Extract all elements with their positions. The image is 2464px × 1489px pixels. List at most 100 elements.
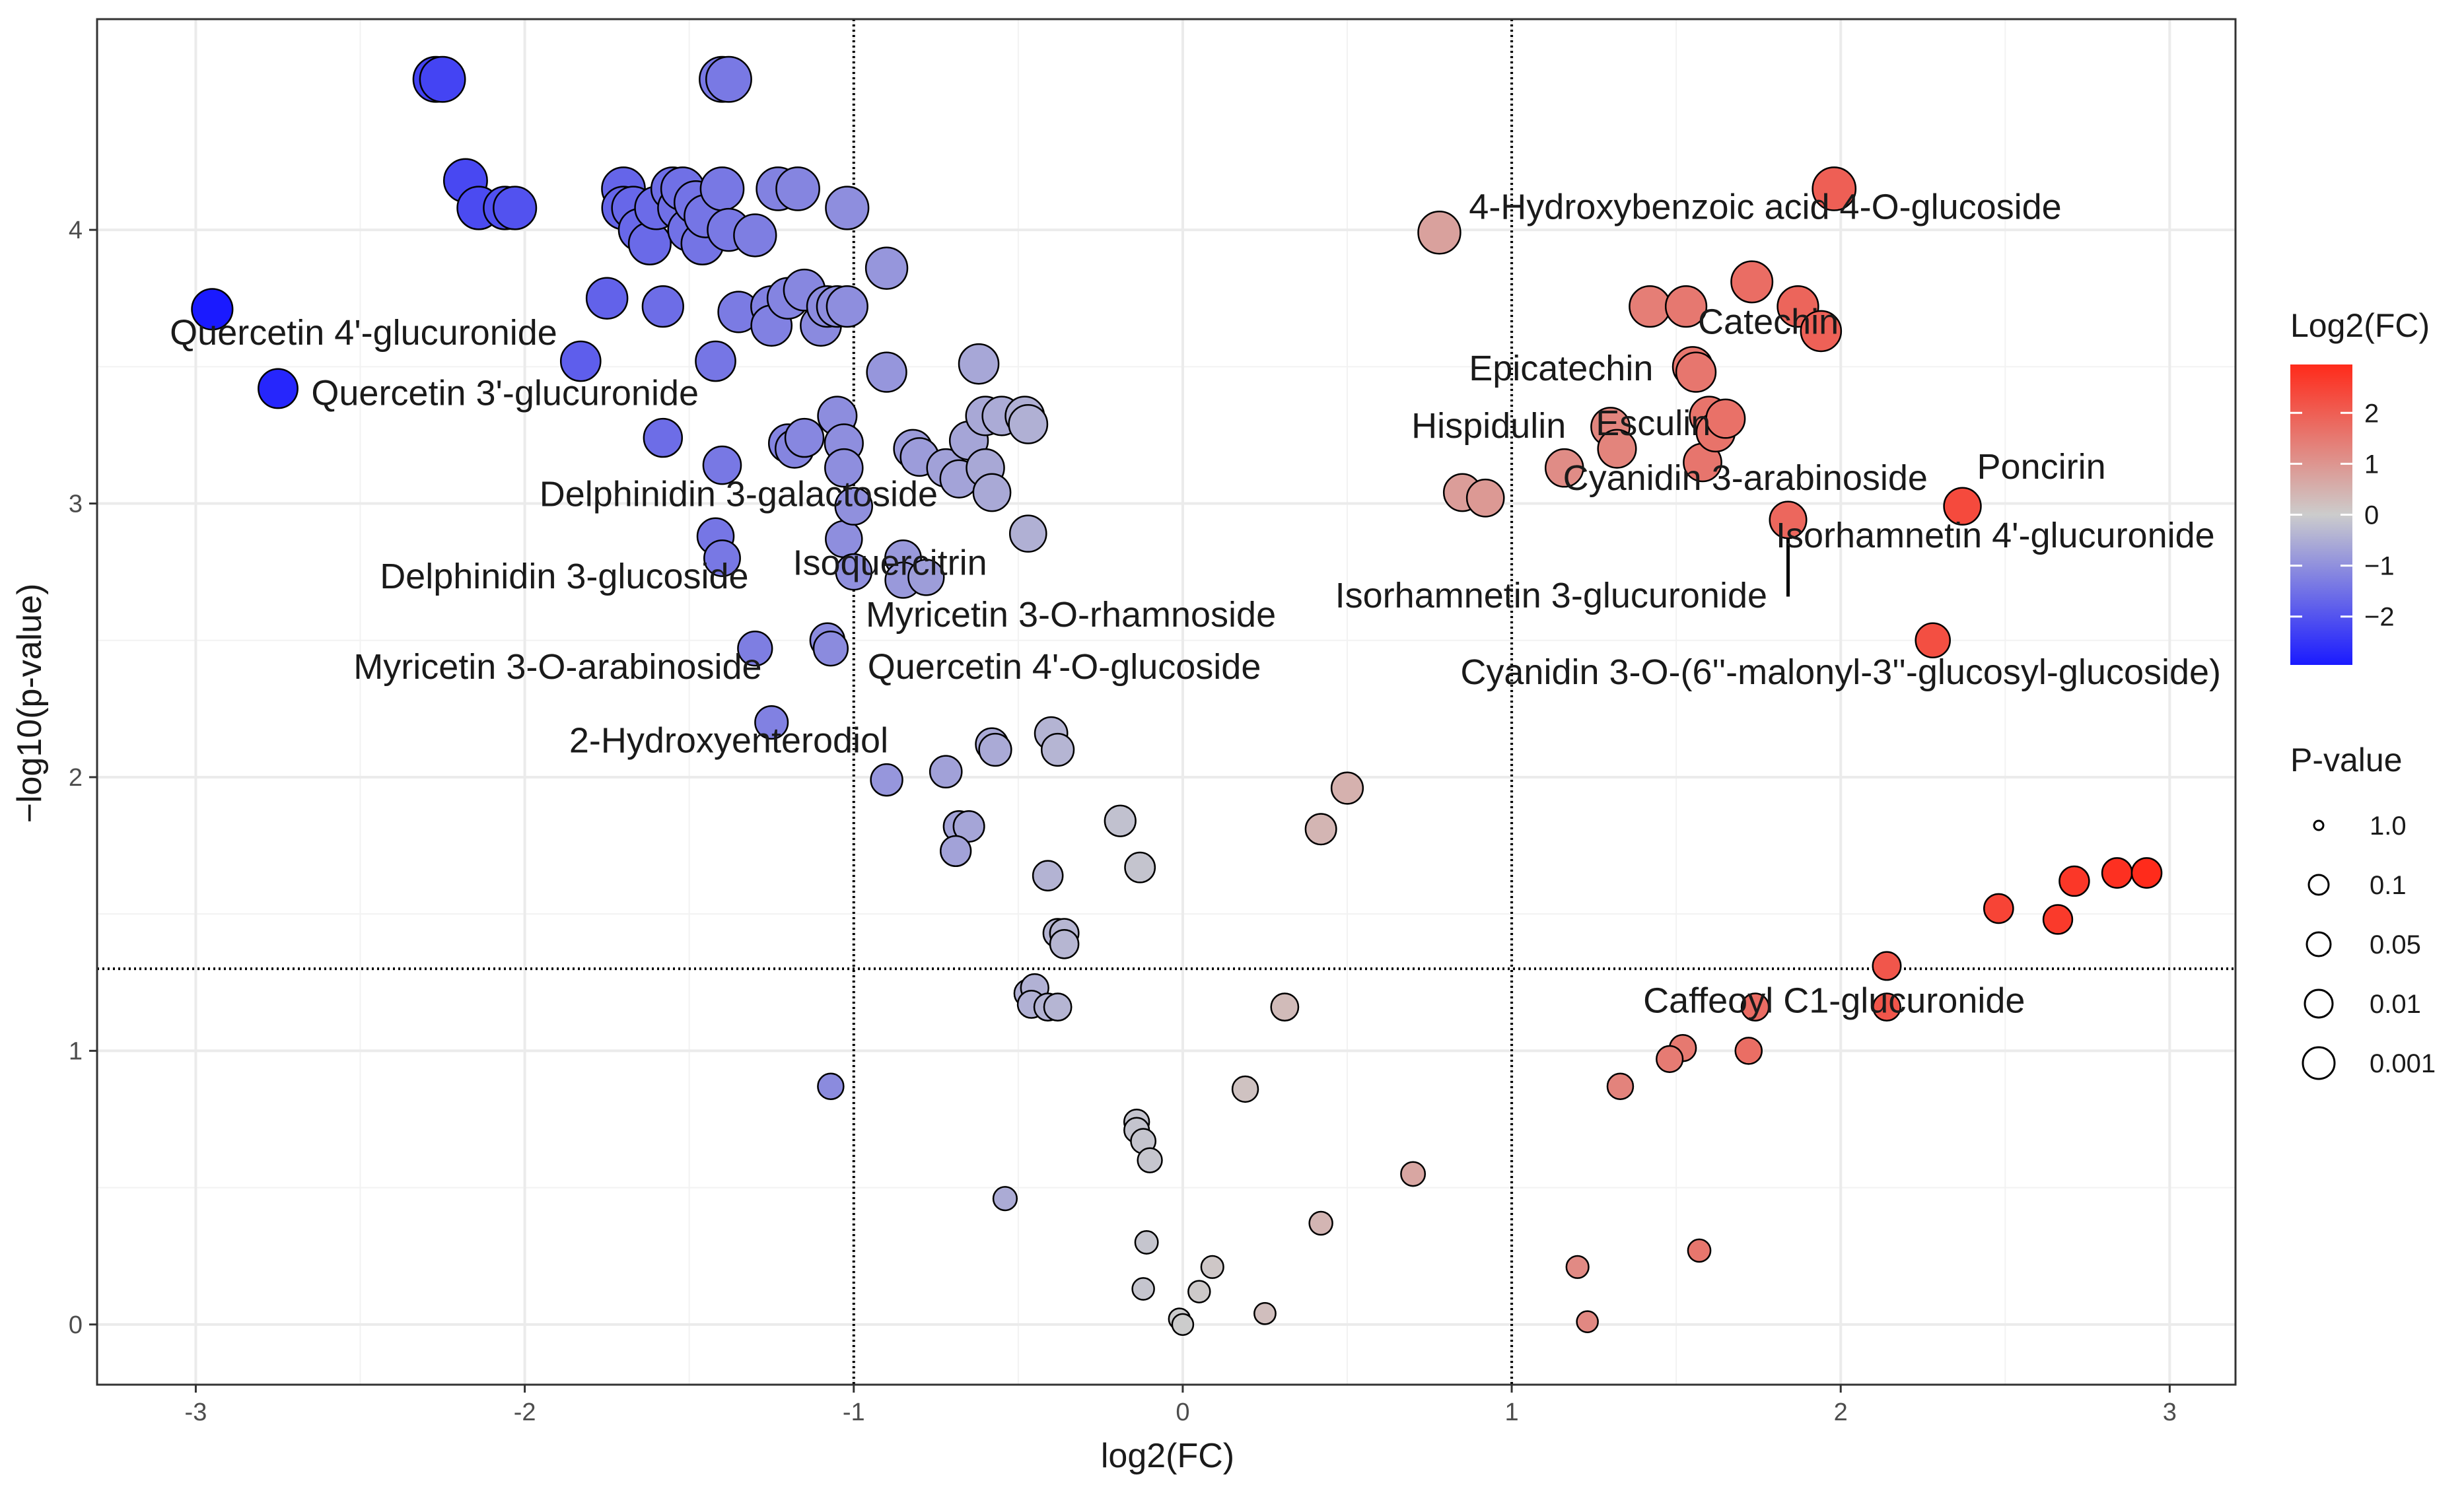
data-point: [940, 835, 972, 868]
point-label: Myricetin 3-O-arabinoside: [353, 647, 761, 687]
plot-panel: 4-Hydroxybenzoic acid 4-O-glucoside Catec…: [96, 18, 2237, 1386]
data-point: [1171, 1313, 1195, 1336]
data-point: [1769, 501, 1808, 539]
size-legend-label: 1.0: [2370, 812, 2407, 841]
y-tick-label: 0: [69, 1311, 83, 1339]
point-label: Epicatechin: [1469, 349, 1653, 388]
point-label: Cyanidin 3-arabinoside: [1563, 458, 1928, 498]
colorbar-tick-label: 1: [2364, 450, 2379, 479]
point-label: Catechin: [1698, 302, 1839, 342]
axes: log2(FC) −log10(p-value) -3 -2 -1 0 1 2 3 0 1 2 3 4: [11, 217, 2177, 1475]
data-point: [784, 417, 825, 458]
data-point: [1544, 448, 1584, 488]
data-point: [1675, 351, 1717, 393]
size-legend-key: [2307, 874, 2330, 896]
data-point: [705, 55, 752, 103]
colorbar-tick-label: 0: [2364, 501, 2379, 530]
data-point: [1705, 398, 1746, 439]
size-legend-label: 0.001: [2370, 1049, 2436, 1078]
data-point: [733, 213, 777, 258]
point-label: Isorhamnetin 4'-glucuronide: [1776, 516, 2215, 555]
data-point: [1308, 1210, 1333, 1236]
data-point: [826, 285, 868, 328]
data-point: [972, 473, 1012, 512]
data-point: [835, 553, 873, 591]
x-tick-label: -2: [514, 1399, 536, 1426]
colorbar-tick-label: −2: [2364, 603, 2395, 632]
size-legend-label: 0.1: [2370, 871, 2407, 900]
data-point: [699, 166, 745, 211]
point-label: Caffeoyl C1-glucuronide: [1643, 981, 2025, 1020]
x-tick-label: -3: [185, 1399, 207, 1426]
data-point: [1330, 771, 1364, 805]
point-label: Quercetin 4'-glucuronide: [170, 313, 557, 353]
point-label: Cyanidin 3-O-(6''-malonyl-3''-glucosyl-g…: [1460, 652, 2221, 692]
point-label: Esculin: [1596, 403, 1710, 443]
y-tick-label: 2: [69, 764, 83, 792]
data-point: [1915, 622, 1951, 659]
data-point: [493, 186, 538, 230]
data-point: [1943, 487, 1982, 526]
data-point: [992, 1186, 1018, 1212]
x-tick-label: 2: [1834, 1399, 1848, 1426]
data-point: [825, 186, 870, 230]
data-point: [952, 810, 985, 843]
data-point: [258, 368, 299, 409]
data-point: [1664, 285, 1708, 328]
data-point: [1049, 928, 1080, 959]
point-label: Delphinidin 3-galactoside: [540, 475, 938, 514]
data-point: [1304, 813, 1337, 846]
colorbar-tick-label: 2: [2364, 399, 2379, 428]
y-tick-label: 1: [69, 1037, 83, 1065]
data-point: [1465, 478, 1505, 518]
data-point: [1187, 1280, 1211, 1303]
data-point: [2130, 857, 2163, 889]
data-point: [775, 166, 820, 211]
x-tick-label: 1: [1504, 1399, 1518, 1426]
data-point: [1872, 951, 1902, 981]
data-point: [1417, 211, 1461, 255]
data-point: [817, 1072, 845, 1101]
size-legend-key: [2313, 819, 2325, 831]
point-label: 4-Hydroxybenzoic acid 4-O-glucoside: [1469, 188, 2061, 227]
point-label: Poncirin: [1977, 447, 2106, 487]
data-point: [812, 631, 849, 667]
data-point: [870, 763, 903, 797]
data-point: [1872, 992, 1901, 1022]
data-point: [1812, 166, 1857, 211]
data-point: [834, 487, 873, 526]
size-legend-label: 0.01: [2370, 990, 2421, 1019]
data-point: [1104, 804, 1137, 837]
x-tick-label: 3: [2163, 1399, 2177, 1426]
data-point: [907, 559, 945, 596]
data-point: [1137, 1147, 1163, 1173]
colorbar-tick-label: −1: [2364, 552, 2395, 581]
point-label: Isorhamnetin 3-glucuronide: [1335, 576, 1767, 615]
data-point: [1008, 403, 1049, 444]
size-legend-key: [2306, 931, 2332, 957]
data-point: [864, 246, 909, 290]
data-point: [866, 351, 907, 393]
y-tick-label: 3: [69, 491, 83, 518]
data-point: [1040, 732, 1075, 767]
data-point: [1134, 1230, 1159, 1255]
data-point: [643, 417, 684, 458]
data-point: [191, 288, 234, 331]
data-point: [1606, 1072, 1635, 1101]
data-point: [958, 343, 1000, 385]
data-point: [1400, 1161, 1426, 1187]
color-legend-title: Log2(FC): [2290, 307, 2430, 344]
legend: Log2(FC) P-value 2 1 0 −1 −2 1.0 0.1 0.05 0.01 0.…: [2290, 307, 2436, 1080]
data-point: [1576, 1310, 1599, 1333]
data-point: [929, 755, 963, 789]
size-legend-label: 0.05: [2370, 930, 2421, 959]
size-legend-title: P-value: [2290, 742, 2403, 779]
size-legend-key: [2304, 988, 2334, 1019]
data-point: [2059, 865, 2090, 897]
panel-background: [97, 19, 2235, 1385]
data-point: [824, 448, 864, 488]
data-point: [695, 340, 736, 382]
data-point: [1687, 1238, 1712, 1263]
data-point: [1231, 1075, 1259, 1103]
data-point: [978, 732, 1012, 767]
